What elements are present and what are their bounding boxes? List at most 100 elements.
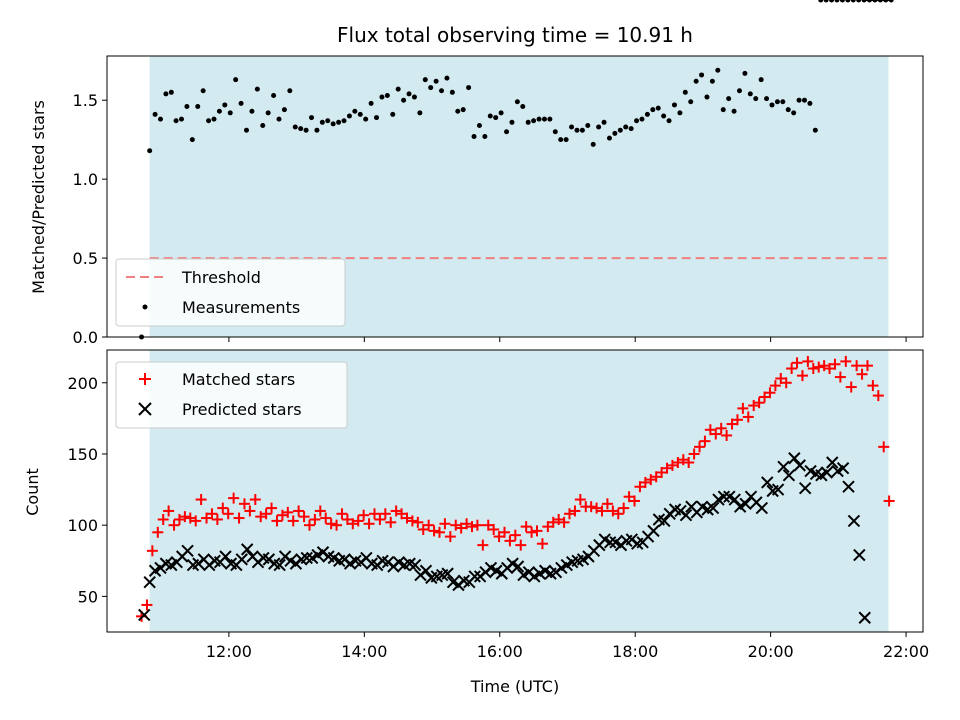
- matched-star-point: [190, 515, 202, 527]
- measurement-point: [178, 116, 184, 122]
- measurement-point: [184, 104, 190, 110]
- matched-star-point: [683, 457, 695, 469]
- measurement-point: [704, 94, 710, 100]
- measurement-point: [368, 100, 374, 106]
- measurement-point: [466, 85, 472, 91]
- measurement-point: [596, 124, 602, 130]
- measurement-point: [731, 108, 737, 114]
- matched-star-point: [856, 368, 868, 380]
- measurement-point: [303, 127, 309, 133]
- measurement-point: [471, 134, 477, 140]
- matched-star-point: [834, 371, 846, 383]
- measurement-point: [639, 116, 645, 122]
- measurement-point: [395, 86, 401, 92]
- matched-star-point: [249, 494, 261, 506]
- matched-star-point: [320, 512, 332, 524]
- matched-star-point: [260, 508, 272, 520]
- matched-star-point: [829, 358, 841, 370]
- bottom-y-tick-label: 50: [78, 587, 98, 606]
- matched-star-point: [601, 498, 613, 510]
- matched-star-point: [867, 380, 879, 392]
- measurement-point: [238, 100, 244, 106]
- predicted-star-point: [858, 611, 871, 624]
- predicted-star-point: [798, 481, 812, 495]
- matched-star-point: [287, 515, 299, 527]
- measurement-point: [265, 110, 271, 116]
- measurement-point: [585, 122, 591, 128]
- measurement-point: [341, 118, 347, 124]
- bottom-y-tick-label: 150: [67, 445, 98, 464]
- bottom-y-tick-label: 200: [67, 374, 98, 393]
- measurement-point: [677, 110, 683, 116]
- bottom-legend-box: [115, 361, 348, 429]
- predicted-star-point: [300, 551, 313, 565]
- matched-star-point: [574, 494, 586, 506]
- matched-star-point: [807, 363, 819, 375]
- measurement-point: [504, 129, 510, 135]
- measurement-point: [189, 137, 195, 143]
- matched-star-point: [585, 501, 597, 513]
- matched-star-point: [228, 492, 240, 504]
- measurement-point: [498, 110, 504, 116]
- matched-star-point: [282, 506, 294, 518]
- measurement-point: [319, 119, 325, 125]
- bottom-legend: Matched stars Predicted stars: [115, 361, 348, 429]
- matched-star-point: [699, 435, 711, 447]
- predicted-star-point: [782, 469, 796, 482]
- measurement-point: [780, 99, 786, 105]
- x-axis-label: Time (UTC): [470, 677, 559, 696]
- measurement-point: [558, 137, 564, 143]
- matched-star-point: [742, 411, 754, 423]
- measurement-point: [829, 0, 835, 3]
- measurement-point: [563, 137, 569, 143]
- measurement-point: [363, 116, 369, 122]
- predicted-star-point: [603, 536, 617, 549]
- matched-star-point: [791, 357, 803, 369]
- measurement-point: [287, 88, 293, 94]
- measurement-point: [281, 107, 287, 113]
- predicted-stars-legend-label: Predicted stars: [182, 400, 302, 419]
- predicted-star-point: [755, 501, 769, 515]
- top-y-axis-label: Matched/Predicted stars: [29, 100, 48, 294]
- matched-star-point: [352, 515, 364, 527]
- measurement-point: [330, 121, 336, 127]
- measurement-point: [276, 116, 282, 122]
- measurement-point: [856, 0, 862, 3]
- top-x-ticks: [228, 337, 907, 342]
- measurement-point: [547, 116, 553, 122]
- predicted-star-point: [853, 548, 866, 562]
- top-legend-box: [115, 258, 346, 327]
- measurement-point: [509, 119, 515, 125]
- measurement-point: [211, 116, 217, 122]
- predicted-star-point: [240, 543, 254, 556]
- matched-star-point: [878, 441, 890, 453]
- predicted-star-point: [826, 456, 839, 469]
- matched-star-point: [520, 521, 532, 533]
- matched-star-point: [526, 526, 538, 538]
- matched-star-point: [786, 363, 798, 375]
- measurement-point: [147, 148, 153, 154]
- measurement-point: [157, 116, 163, 122]
- measurement-point: [243, 127, 249, 133]
- bottom-x-ticks: 12:00 14:00 16:00 18:00 20:00 22:00: [206, 632, 929, 661]
- measurement-point: [747, 91, 753, 97]
- measurements-legend-label: Measurements: [182, 298, 300, 317]
- matched-star-point: [266, 502, 278, 514]
- measurement-point: [493, 115, 499, 121]
- measurement-point: [628, 126, 634, 132]
- matched-star-point: [710, 428, 722, 440]
- predicted-star-point: [235, 553, 248, 566]
- matched-stars-legend-swatch: [139, 373, 151, 385]
- matched-star-point: [303, 519, 315, 531]
- matched-star-point: [385, 516, 397, 528]
- measurement-point: [590, 141, 596, 147]
- matched-star-point: [596, 505, 608, 517]
- matched-star-point: [423, 519, 435, 531]
- matched-star-point: [769, 380, 781, 392]
- matched-star-point: [780, 377, 792, 389]
- measurement-point: [444, 75, 450, 81]
- measurement-point: [720, 107, 726, 113]
- measurement-point: [379, 94, 385, 100]
- top-panel: 0.0 0.5 1.0 1.5 Matched/Predicted stars Thr…: [29, 0, 924, 347]
- measurement-point: [693, 78, 699, 84]
